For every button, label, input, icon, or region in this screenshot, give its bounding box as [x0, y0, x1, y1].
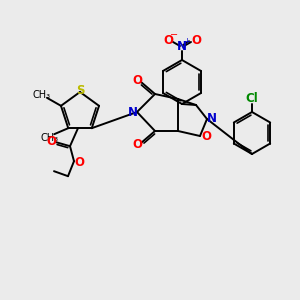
Text: +: + [184, 37, 190, 46]
Text: Cl: Cl [246, 92, 258, 104]
Text: N: N [128, 106, 138, 118]
Text: O: O [191, 34, 201, 46]
Text: O: O [74, 156, 84, 169]
Text: CH₃: CH₃ [33, 90, 51, 100]
Text: CH₃: CH₃ [40, 133, 58, 143]
Text: O: O [132, 137, 142, 151]
Text: O: O [46, 135, 56, 148]
Text: −: − [170, 30, 178, 40]
Text: S: S [76, 85, 84, 98]
Text: O: O [132, 74, 142, 88]
Text: O: O [201, 130, 211, 143]
Text: N: N [177, 40, 187, 52]
Text: N: N [207, 112, 217, 124]
Text: O: O [163, 34, 173, 46]
